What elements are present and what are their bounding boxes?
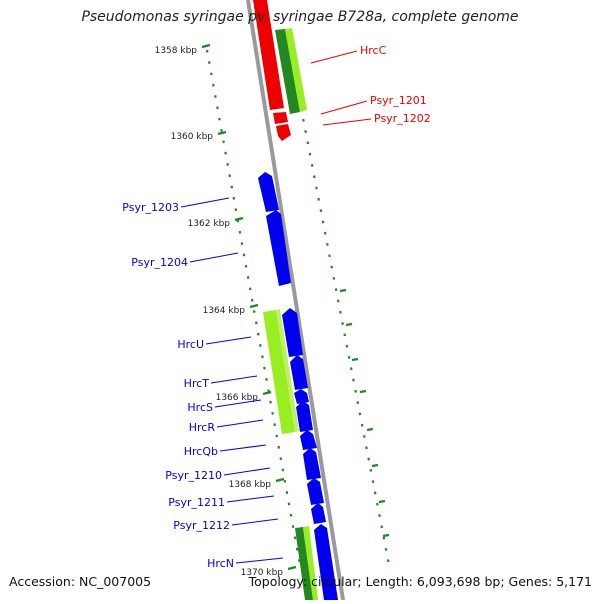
gene-label: Psyr_1211 (168, 496, 225, 509)
feature-light-top (285, 28, 307, 112)
scale-tick-mark (201, 43, 211, 49)
gene-label-leader (216, 419, 264, 428)
scale-tick-label: 1368 kbp (229, 480, 272, 490)
outer-tick-mark (351, 357, 359, 362)
gene-labels: HrcC Psyr_1201 Psyr_1202 Psyr_1203 Psyr_1204… (122, 44, 430, 570)
gene-psyr-1212 (311, 503, 326, 524)
gene-label-leader (219, 444, 267, 452)
gene-label-leader (231, 518, 279, 526)
outer-tick-mark (366, 427, 374, 432)
feature-dark-bottom (295, 527, 313, 600)
gene-label-leader (235, 557, 284, 564)
outer-tick-mark (339, 288, 347, 293)
gene-label: HrcT (184, 377, 210, 390)
scale-tick-label: 1358 kbp (155, 46, 198, 56)
accession-label: Accession: NC_007005 (9, 574, 152, 589)
scale-tick-label: 1364 kbp (203, 306, 246, 316)
gene-hrcT (290, 355, 308, 390)
gene-label: Psyr_1201 (370, 94, 427, 107)
feature-light-hrc-cluster (263, 310, 295, 434)
gene-psyr-1211 (307, 478, 324, 505)
gene-label: HrcN (207, 557, 234, 570)
gene-label-leader (214, 399, 262, 408)
gene-label: Psyr_1212 (173, 519, 230, 532)
gene-label-leader (320, 100, 368, 115)
feature-light-bottom (303, 526, 318, 600)
gene-label-leader (226, 495, 275, 503)
scale-tick-mark (262, 390, 272, 396)
gene-label: HrcS (187, 401, 213, 414)
gene-label: Psyr_1204 (131, 256, 188, 269)
gene-hrcS (294, 389, 309, 404)
outer-dotted-track (286, 39, 392, 571)
feature-dark-top (275, 29, 300, 114)
gene-label-leader (189, 252, 239, 263)
gene-psyr-1204 (266, 210, 291, 286)
gene-hrcU (282, 308, 303, 357)
gene-psyr-1202 (276, 124, 291, 141)
gene-label: Psyr_1202 (374, 112, 431, 125)
scale-tick-label: 1366 kbp (216, 393, 259, 403)
scale-tick-mark (249, 303, 259, 309)
outer-tick-mark (359, 389, 367, 394)
scale-tick-mark (287, 565, 297, 571)
gene-label: Psyr_1210 (165, 469, 222, 482)
feature-light-hrc-cluster-edge (276, 309, 299, 432)
gene-label-leader (223, 467, 271, 476)
gene-label: HrcC (360, 44, 387, 57)
gene-hrcN (314, 524, 338, 600)
gene-hrcC (253, 0, 284, 110)
gene-psyr-1210 (303, 448, 321, 480)
scale-ticks: 1358 kbp 1360 kbp 1362 kbp 1364 kbp 1366 kbp… (155, 43, 390, 578)
map-title: Pseudomonas syringae pv. syringae B728a,… (81, 9, 519, 25)
outer-tick-mark (382, 533, 390, 538)
gene-label: Psyr_1203 (122, 201, 179, 214)
outer-tick-mark (378, 499, 386, 504)
gene-psyr-1201 (273, 112, 288, 124)
scale-tick-mark (275, 477, 285, 483)
gene-label-leader (180, 197, 230, 208)
scale-tick-mark (234, 216, 244, 222)
gene-label-leader (210, 375, 258, 384)
gene-label: HrcU (177, 338, 204, 351)
outer-tick-mark (371, 463, 379, 468)
gene-label-leader (205, 336, 252, 345)
outer-tick-mark (345, 322, 353, 327)
genome-summary: Topology: circular; Length: 6,093,698 bp… (248, 574, 592, 589)
gene-label: HrcR (189, 421, 216, 434)
scale-tick-label: 1370 kbp (241, 568, 284, 578)
gene-hrcQb (300, 430, 317, 450)
scale-tick-mark (217, 130, 227, 136)
scale-tick-label: 1360 kbp (171, 132, 214, 142)
scale-tick-label: 1362 kbp (188, 219, 231, 229)
gene-label-leader (322, 118, 372, 126)
genome-backbone (246, 0, 345, 601)
gene-psyr-1203 (258, 172, 279, 212)
gene-label-leader (310, 50, 358, 64)
gene-hrcR (296, 401, 313, 432)
gene-label: HrcQb (184, 445, 218, 458)
